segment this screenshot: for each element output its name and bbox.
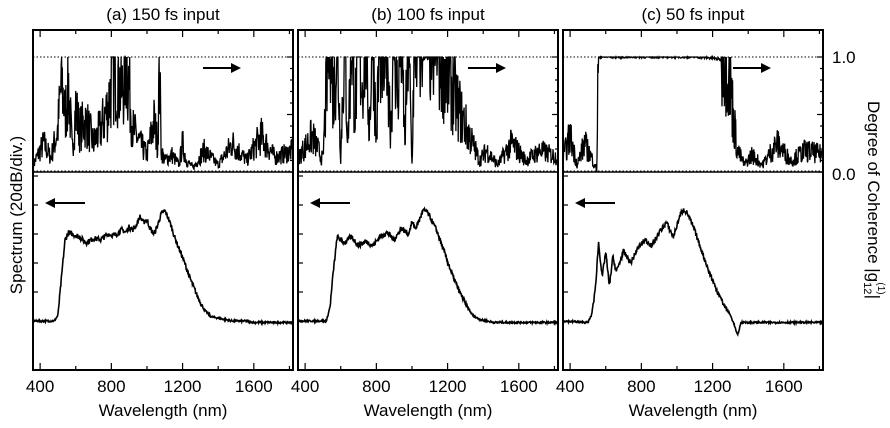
- panel-frame: [32, 29, 294, 371]
- panel-0: 400 800 1200 1600 (a) 150 fs input Wavelength…: [26, 5, 294, 420]
- x-tick-label: 1600: [765, 377, 803, 396]
- panel-frame: [297, 29, 559, 371]
- coherence-axis-arrowhead: [761, 63, 771, 73]
- x-tick-label: 400: [26, 377, 54, 396]
- spectrum-line: [562, 208, 824, 337]
- coherence-axis-label-close: |: [864, 295, 883, 299]
- panel-2: 400 800 1200 1600 (c) 50 fs input Wavelength …: [556, 5, 824, 420]
- x-tick-label: 1600: [500, 377, 538, 396]
- coherence-axis-arrowhead: [496, 63, 506, 73]
- coherence-axis-arrowhead: [231, 63, 241, 73]
- x-tick-label: 800: [627, 377, 655, 396]
- x-tick-label: 800: [362, 377, 390, 396]
- x-tick-label: 1200: [429, 377, 467, 396]
- panel-title: (a) 150 fs input: [106, 5, 220, 24]
- x-axis-label: Wavelength (nm): [99, 401, 228, 420]
- spectrum-line: [32, 209, 293, 327]
- x-tick-label: 1200: [694, 377, 732, 396]
- panel-frame: [562, 29, 824, 371]
- x-axis-label: Wavelength (nm): [629, 401, 758, 420]
- coherence-line: [32, 54, 293, 171]
- x-tick-label: 400: [291, 377, 319, 396]
- panel-title: (c) 50 fs input: [642, 5, 745, 24]
- spectrum-axis-arrowhead: [45, 198, 55, 208]
- spectrum-axis-label: Spectrum (20dB/div.): [7, 136, 26, 294]
- x-tick-label: 800: [97, 377, 125, 396]
- panel-title: (b) 100 fs input: [371, 5, 485, 24]
- x-axis-label: Wavelength (nm): [364, 401, 493, 420]
- x-tick-label: 1600: [235, 377, 273, 396]
- coherence-line: [297, 55, 558, 168]
- coherence-axis-label-main: Degree of Coherence |g: [864, 101, 883, 282]
- coherence-axis-label-sub: 12: [861, 282, 873, 294]
- svg-text:Degree of Coherence |g12(1)|: Degree of Coherence |g12 (1)|: [861, 101, 886, 299]
- spectrum-line: [297, 206, 558, 327]
- spectrum-axis-arrowhead: [575, 198, 585, 208]
- x-tick-label: 400: [556, 377, 584, 396]
- spectrum-axis-arrowhead: [310, 198, 320, 208]
- coherence-tick-0: 0.0: [832, 165, 856, 184]
- coherence-line: [562, 54, 823, 172]
- coherence-axis-label-sup: (1): [875, 282, 886, 294]
- panel-1: 400 800 1200 1600 (b) 100 fs input Wavelength…: [291, 5, 559, 420]
- coherence-tick-1: 1.0: [832, 48, 856, 67]
- coherence-axis-label: Degree of Coherence |g12 (1)|: [861, 101, 886, 299]
- x-tick-label: 1200: [164, 377, 202, 396]
